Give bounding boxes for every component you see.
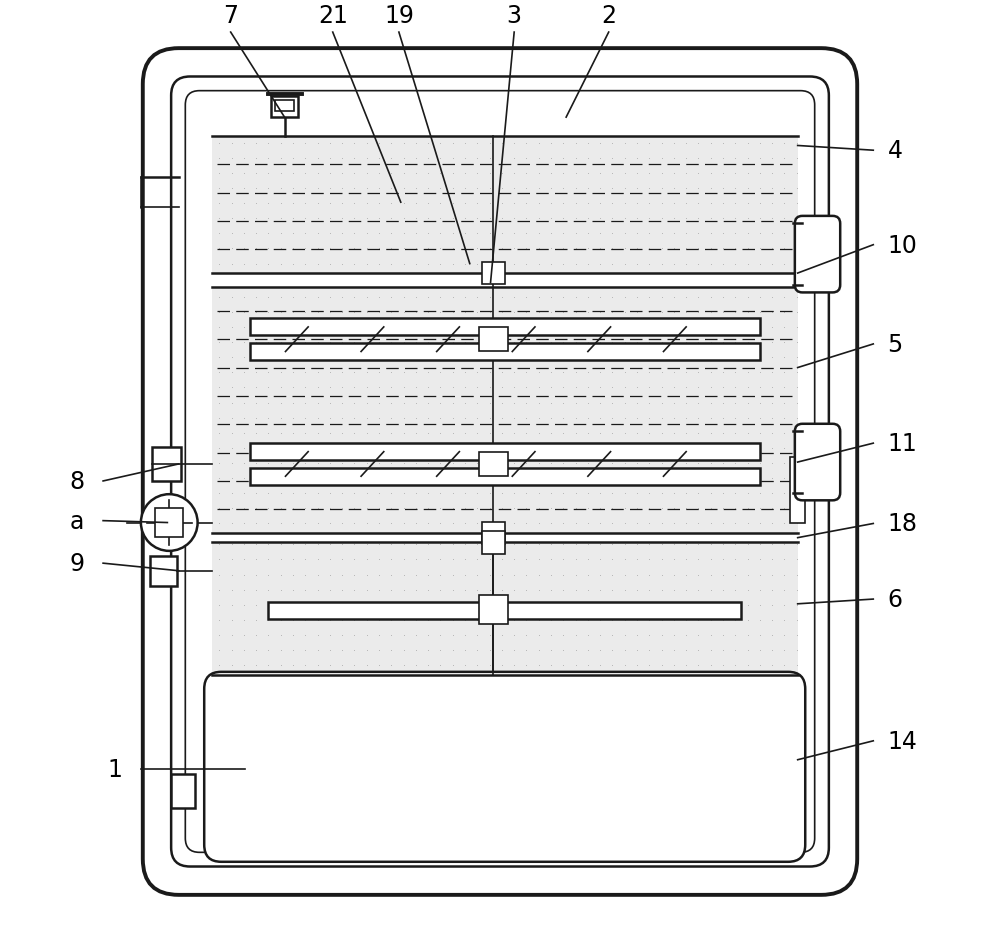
Bar (212, 288, 798, 533)
Bar (482, 522, 505, 545)
Text: 2: 2 (601, 5, 616, 28)
FancyBboxPatch shape (795, 217, 840, 294)
Text: 9: 9 (69, 551, 84, 576)
Text: a: a (70, 509, 84, 533)
Bar (250, 444, 760, 461)
Text: 1: 1 (107, 757, 122, 782)
Bar (152, 447, 181, 481)
Bar (482, 262, 505, 285)
Text: 11: 11 (887, 431, 917, 456)
Text: 3: 3 (507, 5, 522, 28)
Text: 21: 21 (318, 5, 348, 28)
Bar (479, 328, 508, 352)
Circle shape (141, 495, 198, 551)
Text: 7: 7 (223, 5, 238, 28)
Bar (479, 452, 508, 477)
Bar (271, 97, 298, 118)
Text: 6: 6 (887, 587, 902, 612)
Text: 4: 4 (887, 139, 902, 163)
Bar (482, 531, 505, 554)
Bar (268, 602, 741, 619)
Text: 18: 18 (887, 512, 917, 536)
FancyBboxPatch shape (185, 92, 815, 852)
Text: 8: 8 (69, 469, 84, 494)
Bar (212, 543, 798, 675)
Bar (150, 556, 177, 586)
Bar (155, 509, 183, 537)
FancyBboxPatch shape (204, 672, 805, 862)
Bar (250, 344, 760, 361)
Bar (275, 101, 294, 112)
Bar (250, 319, 760, 336)
FancyBboxPatch shape (171, 77, 829, 867)
FancyBboxPatch shape (795, 425, 840, 500)
Text: 14: 14 (887, 729, 917, 753)
Bar (171, 774, 195, 808)
Text: 10: 10 (887, 233, 917, 258)
Text: 19: 19 (384, 5, 414, 28)
Text: 5: 5 (887, 332, 903, 357)
FancyBboxPatch shape (143, 49, 857, 895)
Bar (250, 468, 760, 485)
Bar (479, 596, 508, 624)
Bar (790, 458, 805, 524)
Bar (212, 137, 798, 274)
